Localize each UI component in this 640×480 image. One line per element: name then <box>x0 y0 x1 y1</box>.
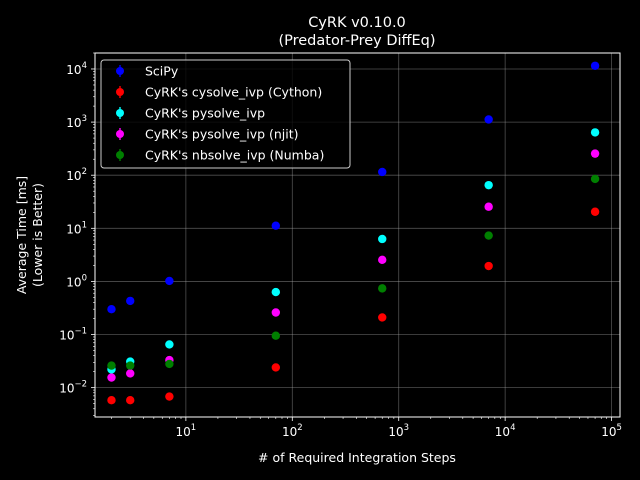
data-point <box>126 369 134 377</box>
legend-label: CyRK's nbsolve_ivp (Numba) <box>145 148 324 163</box>
data-point <box>484 203 492 211</box>
data-point <box>126 396 134 404</box>
legend-marker <box>116 88 124 96</box>
data-point <box>107 305 115 313</box>
legend-marker <box>116 109 124 117</box>
legend-marker <box>116 130 124 138</box>
data-point <box>165 340 173 348</box>
data-point <box>484 181 492 189</box>
data-point <box>165 360 173 368</box>
data-point <box>378 235 386 243</box>
data-point <box>107 361 115 369</box>
legend-entry: CyRK's cysolve_ivp (Cython) <box>116 85 322 100</box>
data-point <box>484 262 492 270</box>
data-point <box>165 392 173 400</box>
legend: SciPy CyRK's cysolve_ivp (Cython) CyRK's p… <box>101 60 350 168</box>
data-point <box>272 288 280 296</box>
legend-label: SciPy <box>145 64 179 79</box>
data-point <box>165 277 173 285</box>
legend-label: CyRK's pysolve_ivp <box>145 106 265 121</box>
legend-marker <box>116 151 124 159</box>
data-point <box>484 231 492 239</box>
data-point <box>272 221 280 229</box>
data-point <box>591 128 599 136</box>
legend-label: CyRK's cysolve_ivp (Cython) <box>145 85 322 100</box>
data-point <box>378 256 386 264</box>
data-point <box>591 149 599 157</box>
data-point <box>378 313 386 321</box>
x-axis-label: # of Required Integration Steps <box>258 450 456 465</box>
legend-entry: CyRK's nbsolve_ivp (Numba) <box>116 148 324 163</box>
data-point <box>484 115 492 123</box>
data-point <box>272 308 280 316</box>
data-point <box>591 62 599 70</box>
data-point <box>126 297 134 305</box>
data-point <box>272 332 280 340</box>
data-point <box>378 284 386 292</box>
y-axis-label: Average Time [ms] <box>14 176 29 294</box>
legend-marker <box>116 67 124 75</box>
chart-subtitle: (Predator-Prey DiffEq) <box>278 33 435 49</box>
data-point <box>107 373 115 381</box>
data-point <box>107 396 115 404</box>
y-axis-label-note: (Lower is Better) <box>30 183 45 287</box>
data-point <box>378 168 386 176</box>
data-point <box>272 363 280 371</box>
data-point <box>126 361 134 369</box>
data-point <box>591 208 599 216</box>
legend-label: CyRK's pysolve_ivp (njit) <box>145 127 299 142</box>
chart-title: CyRK v0.10.0 <box>308 15 406 31</box>
data-point <box>591 175 599 183</box>
